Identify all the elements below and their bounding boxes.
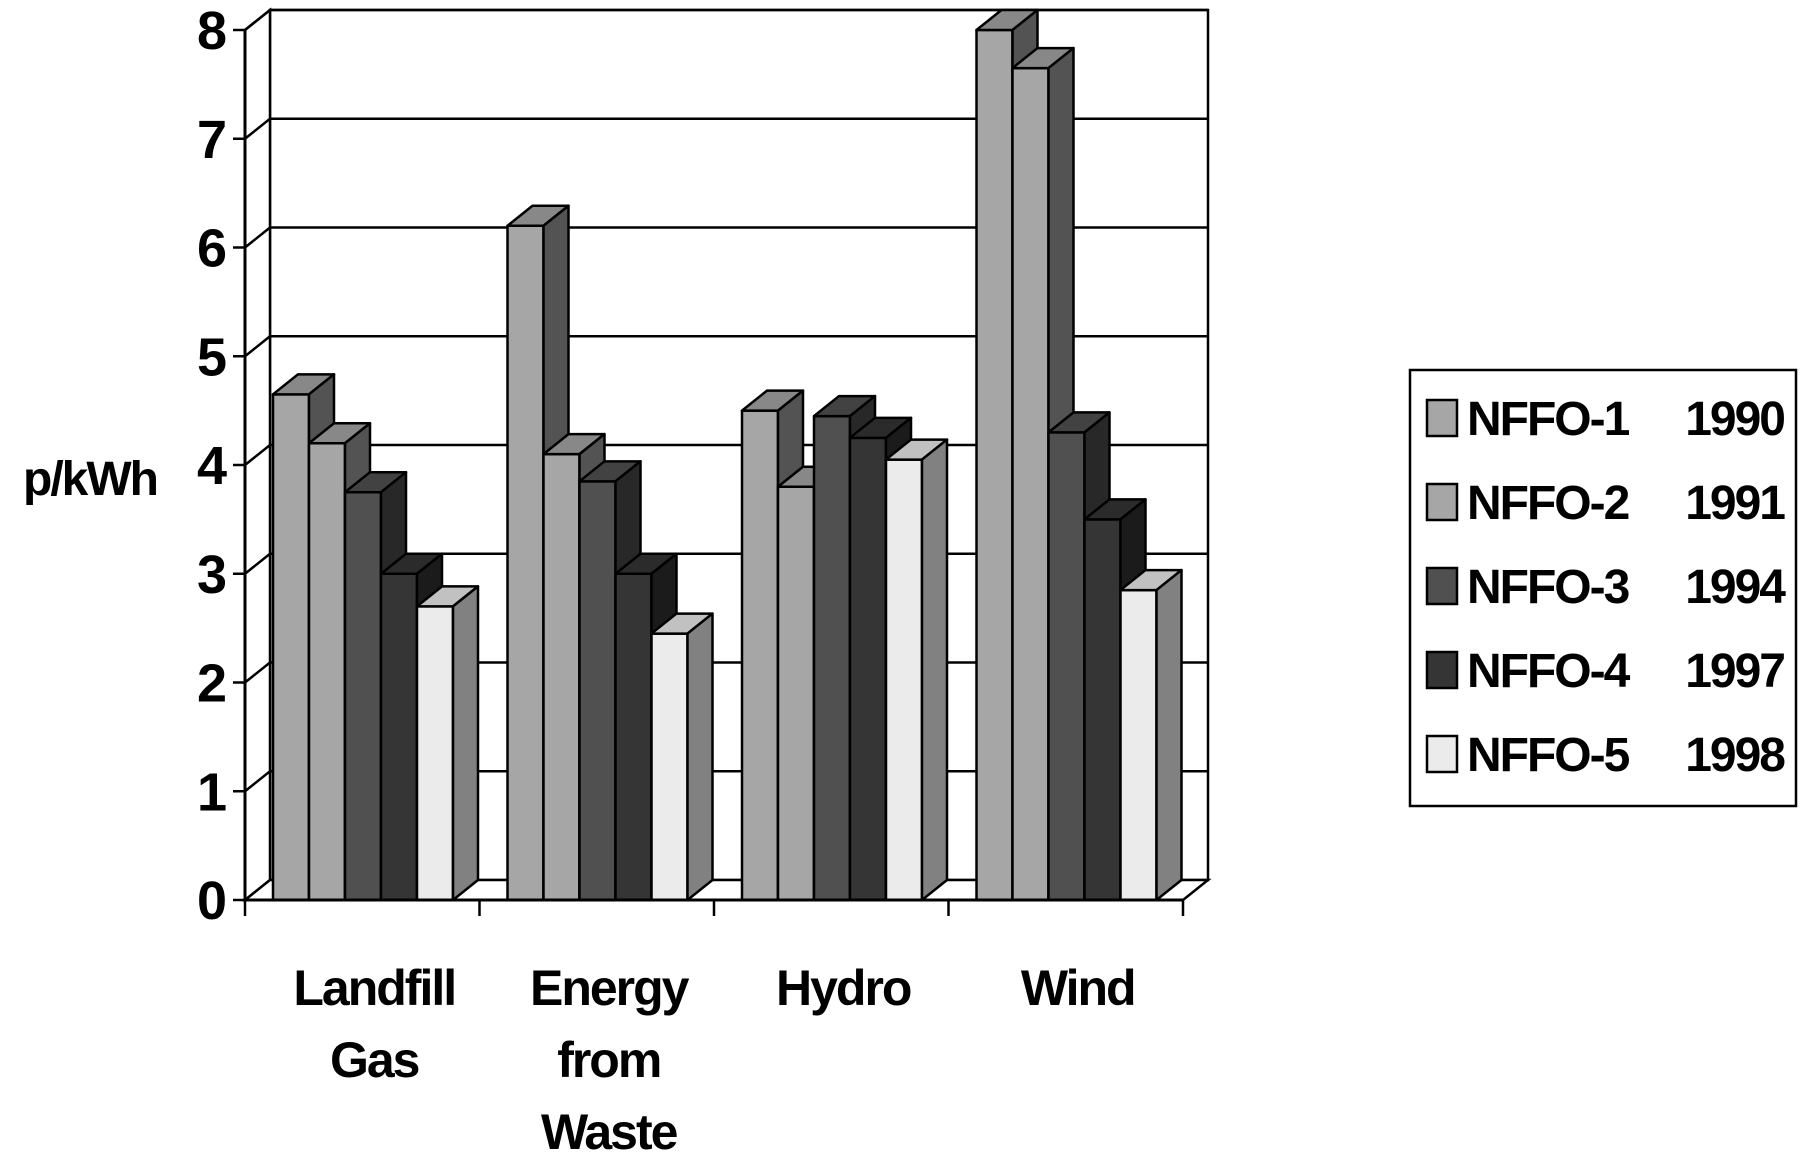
legend-item: NFFO-3 1994: [1425, 561, 1788, 614]
bar: [884, 438, 949, 902]
category-label-line: Wind: [1021, 960, 1135, 1016]
legend-series-year: 1994: [1685, 561, 1786, 614]
axes: [233, 28, 1185, 916]
legend-item: NFFO-5 1998: [1425, 729, 1787, 782]
legend-item: NFFO-4 1997: [1425, 645, 1786, 698]
bar-front: [1083, 518, 1122, 902]
category-labels: Landfill Gas Energy from Waste Hydro Wind: [293, 960, 1136, 1160]
bar-front: [343, 490, 383, 902]
gridline: [244, 335, 1208, 358]
category-label: Wind: [1021, 960, 1135, 1016]
legend-item: NFFO-1 1990: [1425, 393, 1786, 446]
category-label-line: Waste: [541, 1104, 678, 1157]
category-label-line: Landfill: [293, 960, 455, 1016]
legend-swatch: [1425, 398, 1459, 438]
category-label: Energy from Waste: [530, 960, 690, 1157]
category-label: Hydro: [776, 960, 911, 1016]
gridline: [244, 117, 1208, 140]
legend-series-year: 1990: [1685, 393, 1784, 446]
y-tick-label: 3: [197, 545, 226, 605]
legend-series-name: NFFO-4: [1467, 645, 1631, 698]
y-tick-label: 4: [197, 436, 227, 496]
legend-swatch: [1425, 566, 1459, 606]
bar-front: [740, 409, 780, 902]
bar-side: [686, 612, 714, 902]
bar-side: [451, 585, 480, 902]
gridline: [244, 226, 1208, 249]
y-tick-label: 1: [197, 762, 226, 822]
legend-swatch: [1425, 482, 1459, 522]
category-label-line: Hydro: [776, 960, 911, 1016]
bar-front: [578, 480, 617, 902]
bar-front: [379, 572, 419, 902]
bar-front: [1047, 431, 1086, 902]
gridline: [244, 8, 1208, 31]
bar-front: [307, 442, 347, 902]
bar-front: [776, 485, 816, 902]
bar: [1119, 568, 1183, 902]
y-axis-label: p/kWh: [23, 453, 157, 506]
category-label: Landfill Gas: [293, 960, 455, 1088]
category-label-line: Gas: [330, 1032, 419, 1088]
y-tick-label: 5: [197, 327, 226, 387]
legend-series-year: 1998: [1685, 729, 1785, 782]
y-tick-label: 8: [197, 1, 226, 61]
bar: [415, 585, 480, 902]
legend-item: NFFO-2 1991: [1425, 477, 1787, 530]
bar-front: [542, 452, 581, 902]
bar-front: [812, 414, 852, 902]
bar-front: [1119, 588, 1158, 902]
y-tick-label: 6: [197, 219, 226, 279]
bar-front: [975, 28, 1014, 902]
bar-front: [614, 572, 653, 902]
y-tick-labels: 0 1 2 3 4 5 6 7 8: [197, 1, 229, 931]
legend-swatch: [1425, 650, 1459, 690]
legend-series-year: 1991: [1685, 477, 1785, 530]
legend-series-name: NFFO-2: [1467, 477, 1629, 530]
bar-side: [920, 438, 949, 902]
bar-front: [506, 224, 545, 902]
legend-series-name: NFFO-1: [1467, 393, 1630, 446]
legend-series-name: NFFO-3: [1467, 561, 1629, 614]
bar-front: [650, 632, 689, 902]
legend-swatch: [1425, 734, 1459, 774]
legend-series-year: 1997: [1685, 645, 1784, 698]
bar-front: [848, 436, 888, 902]
legend: NFFO-1 1990 NFFO-2 1991 NFFO-3 1994 NFFO-4 1997…: [1408, 368, 1798, 808]
bar: [650, 612, 714, 902]
y-tick-label: 7: [197, 110, 225, 170]
category-label-line: Energy: [530, 960, 690, 1016]
y-tick-label: 0: [197, 871, 225, 931]
legend-box: [1408, 368, 1798, 808]
bar-front: [884, 458, 924, 902]
bar-front: [271, 393, 311, 902]
y-tick-label: 2: [197, 654, 225, 714]
bars: [271, 8, 1183, 902]
category-label-line: from: [557, 1032, 660, 1088]
bar-front: [415, 605, 455, 902]
bar-front: [1011, 66, 1050, 902]
legend-series-name: NFFO-5: [1467, 729, 1630, 782]
bar-side: [1155, 568, 1183, 902]
